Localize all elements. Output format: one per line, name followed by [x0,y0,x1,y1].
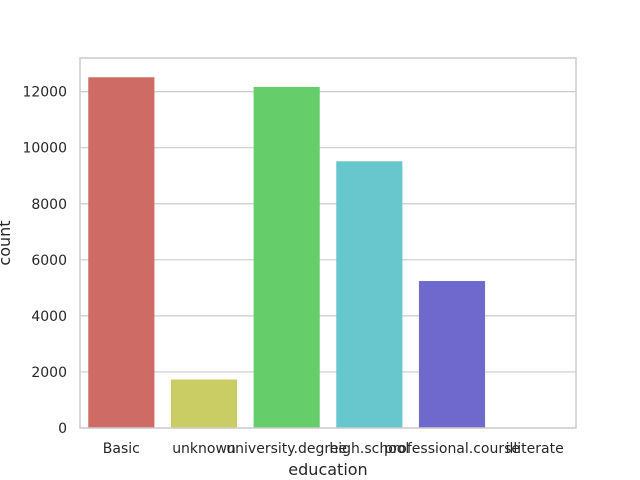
x-axis-label: education [288,460,367,479]
y-tick-label: 12000 [22,85,67,101]
y-tick-label: 6000 [31,253,67,269]
bar-university-degree [253,86,320,428]
y-gridlines [80,91,576,429]
y-tick-label: 2000 [31,365,67,381]
y-tick-label: 0 [58,421,67,437]
y-tick-labels: 0 2000 4000 6000 8000 10000 12000 [22,85,67,437]
y-tick-label: 10000 [22,141,67,157]
plot-frame [79,57,577,429]
bar-unknown [170,379,238,428]
x-tick-label: illiterate [506,441,564,457]
x-tick-label: Basic [103,441,140,457]
x-tick-label: university.degree [226,441,347,457]
bar-high-school [336,161,403,428]
x-tick-label: unknown [172,441,236,457]
bars [88,77,568,428]
x-tick-labels: Basic unknownuniversity.degreehigh.school… [103,441,564,457]
x-tick-label: high.school [329,441,409,457]
y-axis-label: count [0,220,14,265]
y-tick-label: 8000 [31,197,67,213]
y-tick-label: 4000 [31,309,67,325]
x-tick-label: professional.course [384,441,520,457]
bar-professional-course [418,281,486,428]
bar-basic [88,77,155,428]
